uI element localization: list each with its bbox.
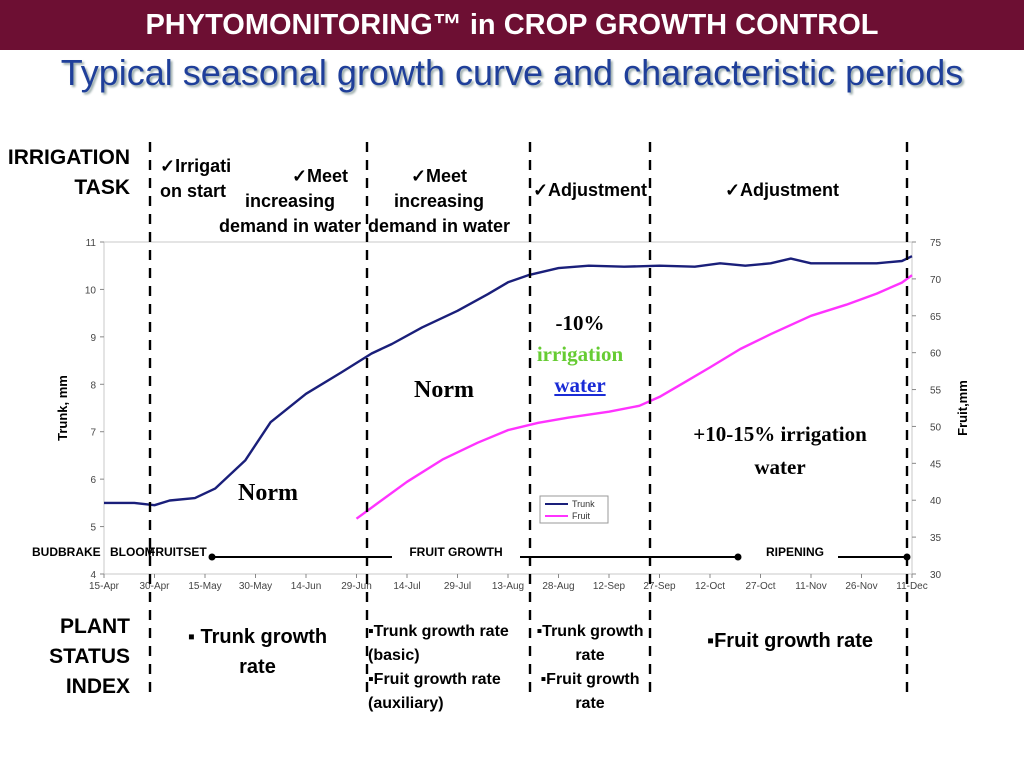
task-adjustment-1: ✓Adjustment — [520, 178, 660, 203]
task-3-line3: demand in water — [367, 216, 511, 236]
task-1-line2: on start — [160, 181, 227, 201]
plant-status-line1: PLANT — [60, 615, 130, 638]
y-right-tick-label: 50 — [930, 422, 942, 433]
x-tick-label: 26-Nov — [845, 581, 877, 592]
task-2-line1: ✓Meet — [291, 166, 349, 186]
minus-10-value: -10% — [555, 311, 605, 335]
x-tick-label: 29-Jun — [341, 581, 372, 592]
x-tick-label: 14-Jul — [393, 581, 420, 592]
y-left-tick-label: 5 — [90, 523, 96, 534]
plot-area — [103, 241, 913, 575]
legend-label: Trunk — [572, 499, 595, 509]
page-subtitle: Typical seasonal growth curve and charac… — [60, 52, 964, 93]
x-tick-label: 30-Apr — [139, 581, 170, 592]
plus-line2: water — [754, 455, 806, 479]
y-left-tick-label: 8 — [90, 380, 96, 391]
norm-label-mid: Norm — [414, 377, 474, 403]
plant-status-line2: STATUS — [49, 645, 130, 668]
phase-label: BLOOM — [110, 545, 155, 559]
y-left-tick-label: 6 — [90, 475, 96, 486]
status-2-line1: ▪Trunk growth rate — [368, 623, 509, 640]
status-trunk-fruit-basic: ▪Trunk growth rate (basic) ▪Fruit growth… — [368, 620, 533, 716]
banner-title: PHYTOMONITORING™ in CROP GROWTH CONTROL — [0, 0, 1024, 50]
y-right-tick-label: 75 — [930, 238, 942, 249]
plant-status-line3: INDEX — [65, 675, 130, 698]
task-1-line1: ✓Irrigati — [160, 156, 232, 176]
irrigation-task-label: IRRIGATION TASK — [0, 143, 130, 203]
status-3-line4: rate — [575, 695, 605, 712]
status-trunk-fruit-rates: ▪Trunk growth rate ▪Fruit growth rate — [530, 620, 650, 716]
x-tick-label: 27-Oct — [745, 581, 775, 592]
status-3-line3: ▪Fruit growth — [540, 671, 640, 688]
y-right-tick-label: 40 — [930, 496, 942, 507]
phase-label: BUDBRAKE — [32, 545, 101, 559]
x-tick-label: 28-Aug — [542, 581, 574, 592]
y-left-tick-label: 4 — [90, 570, 96, 581]
x-tick-label: 11-Dec — [896, 581, 928, 592]
minus-10-label: -10% irrigation water — [525, 308, 635, 401]
task-meet-demand-2: ✓Meet increasing demand in water — [364, 164, 514, 239]
status-fruit-growth: ▪Fruit growth rate — [690, 630, 890, 653]
task-2-line3: demand in water — [218, 216, 362, 236]
y-right-tick-label: 65 — [930, 312, 942, 323]
status-trunk-growth: ▪ Trunk growth rate — [170, 622, 345, 682]
status-3-line1: ▪Trunk growth — [536, 623, 644, 640]
y-right-tick-label: 30 — [930, 570, 942, 581]
status-4-line1: ▪Fruit growth rate — [707, 630, 873, 652]
y-left-tick-label: 9 — [90, 333, 96, 344]
status-2-line2: (basic) — [368, 647, 420, 664]
y-left-tick-label: 11 — [86, 238, 97, 249]
task-irrigation-start: ✓Irrigati on start — [160, 154, 250, 204]
x-tick-label: 12-Oct — [695, 581, 725, 592]
x-tick-label: 27-Sep — [643, 581, 676, 592]
y-left-axis-title: Trunk, mm — [55, 375, 70, 441]
irrigation-task-line2: TASK — [74, 176, 130, 199]
phase-label: FRUITSET — [148, 545, 207, 559]
y-left-tick-label: 10 — [85, 285, 97, 296]
y-left-tick-label: 7 — [90, 428, 96, 439]
status-1-line1: ▪ Trunk growth — [187, 626, 328, 648]
status-2-line4: (auxiliary) — [368, 695, 444, 712]
irrigation-task-line1: IRRIGATION — [7, 146, 130, 169]
plus-10-15-label: +10-15% irrigation water — [660, 418, 900, 484]
x-tick-label: 13-Aug — [492, 581, 524, 592]
plus-line1: +10-15% irrigation — [693, 422, 867, 446]
x-tick-label: 15-May — [188, 581, 221, 592]
status-2-line3: ▪Fruit growth rate — [368, 671, 501, 688]
y-right-tick-label: 45 — [930, 459, 942, 470]
plant-status-index-label: PLANT STATUS INDEX — [0, 612, 130, 702]
irrigation-word: irrigation — [536, 342, 624, 366]
y-right-tick-label: 55 — [930, 386, 942, 397]
phase-marker — [734, 553, 742, 561]
status-1-line2: rate — [239, 656, 276, 678]
x-tick-label: 15-Apr — [89, 581, 120, 592]
task-meet-demand-1: ✓Meet increasing demand in water — [210, 164, 370, 239]
task-3-line2: increasing — [393, 191, 485, 211]
phase-marker — [903, 553, 911, 561]
norm-label-left: Norm — [238, 480, 298, 506]
legend-label: Fruit — [572, 511, 590, 521]
x-tick-label: 11-Nov — [795, 581, 827, 592]
x-tick-label: 29-Jul — [444, 581, 471, 592]
legend-box — [539, 495, 609, 524]
water-word: water — [554, 373, 606, 397]
phase-label: RIPENING — [766, 545, 824, 559]
phase-label: FRUIT GROWTH — [409, 545, 502, 559]
phase-marker — [208, 553, 216, 561]
y-right-tick-label: 60 — [930, 349, 942, 360]
x-tick-label: 30-May — [239, 581, 272, 592]
y-right-tick-label: 70 — [930, 275, 942, 286]
y-right-tick-label: 35 — [930, 533, 942, 544]
y-right-axis-title: Fruit,mm — [955, 380, 970, 436]
x-tick-label: 14-Jun — [291, 581, 322, 592]
status-3-line2: rate — [575, 647, 605, 664]
task-adjustment-2: ✓Adjustment — [712, 178, 852, 203]
task-3-line1: ✓Meet — [410, 166, 468, 186]
task-4-line1: ✓Adjustment — [532, 180, 648, 200]
task-5-line1: ✓Adjustment — [724, 180, 840, 200]
x-tick-label: 12-Sep — [593, 581, 626, 592]
task-2-line2: increasing — [244, 191, 336, 211]
